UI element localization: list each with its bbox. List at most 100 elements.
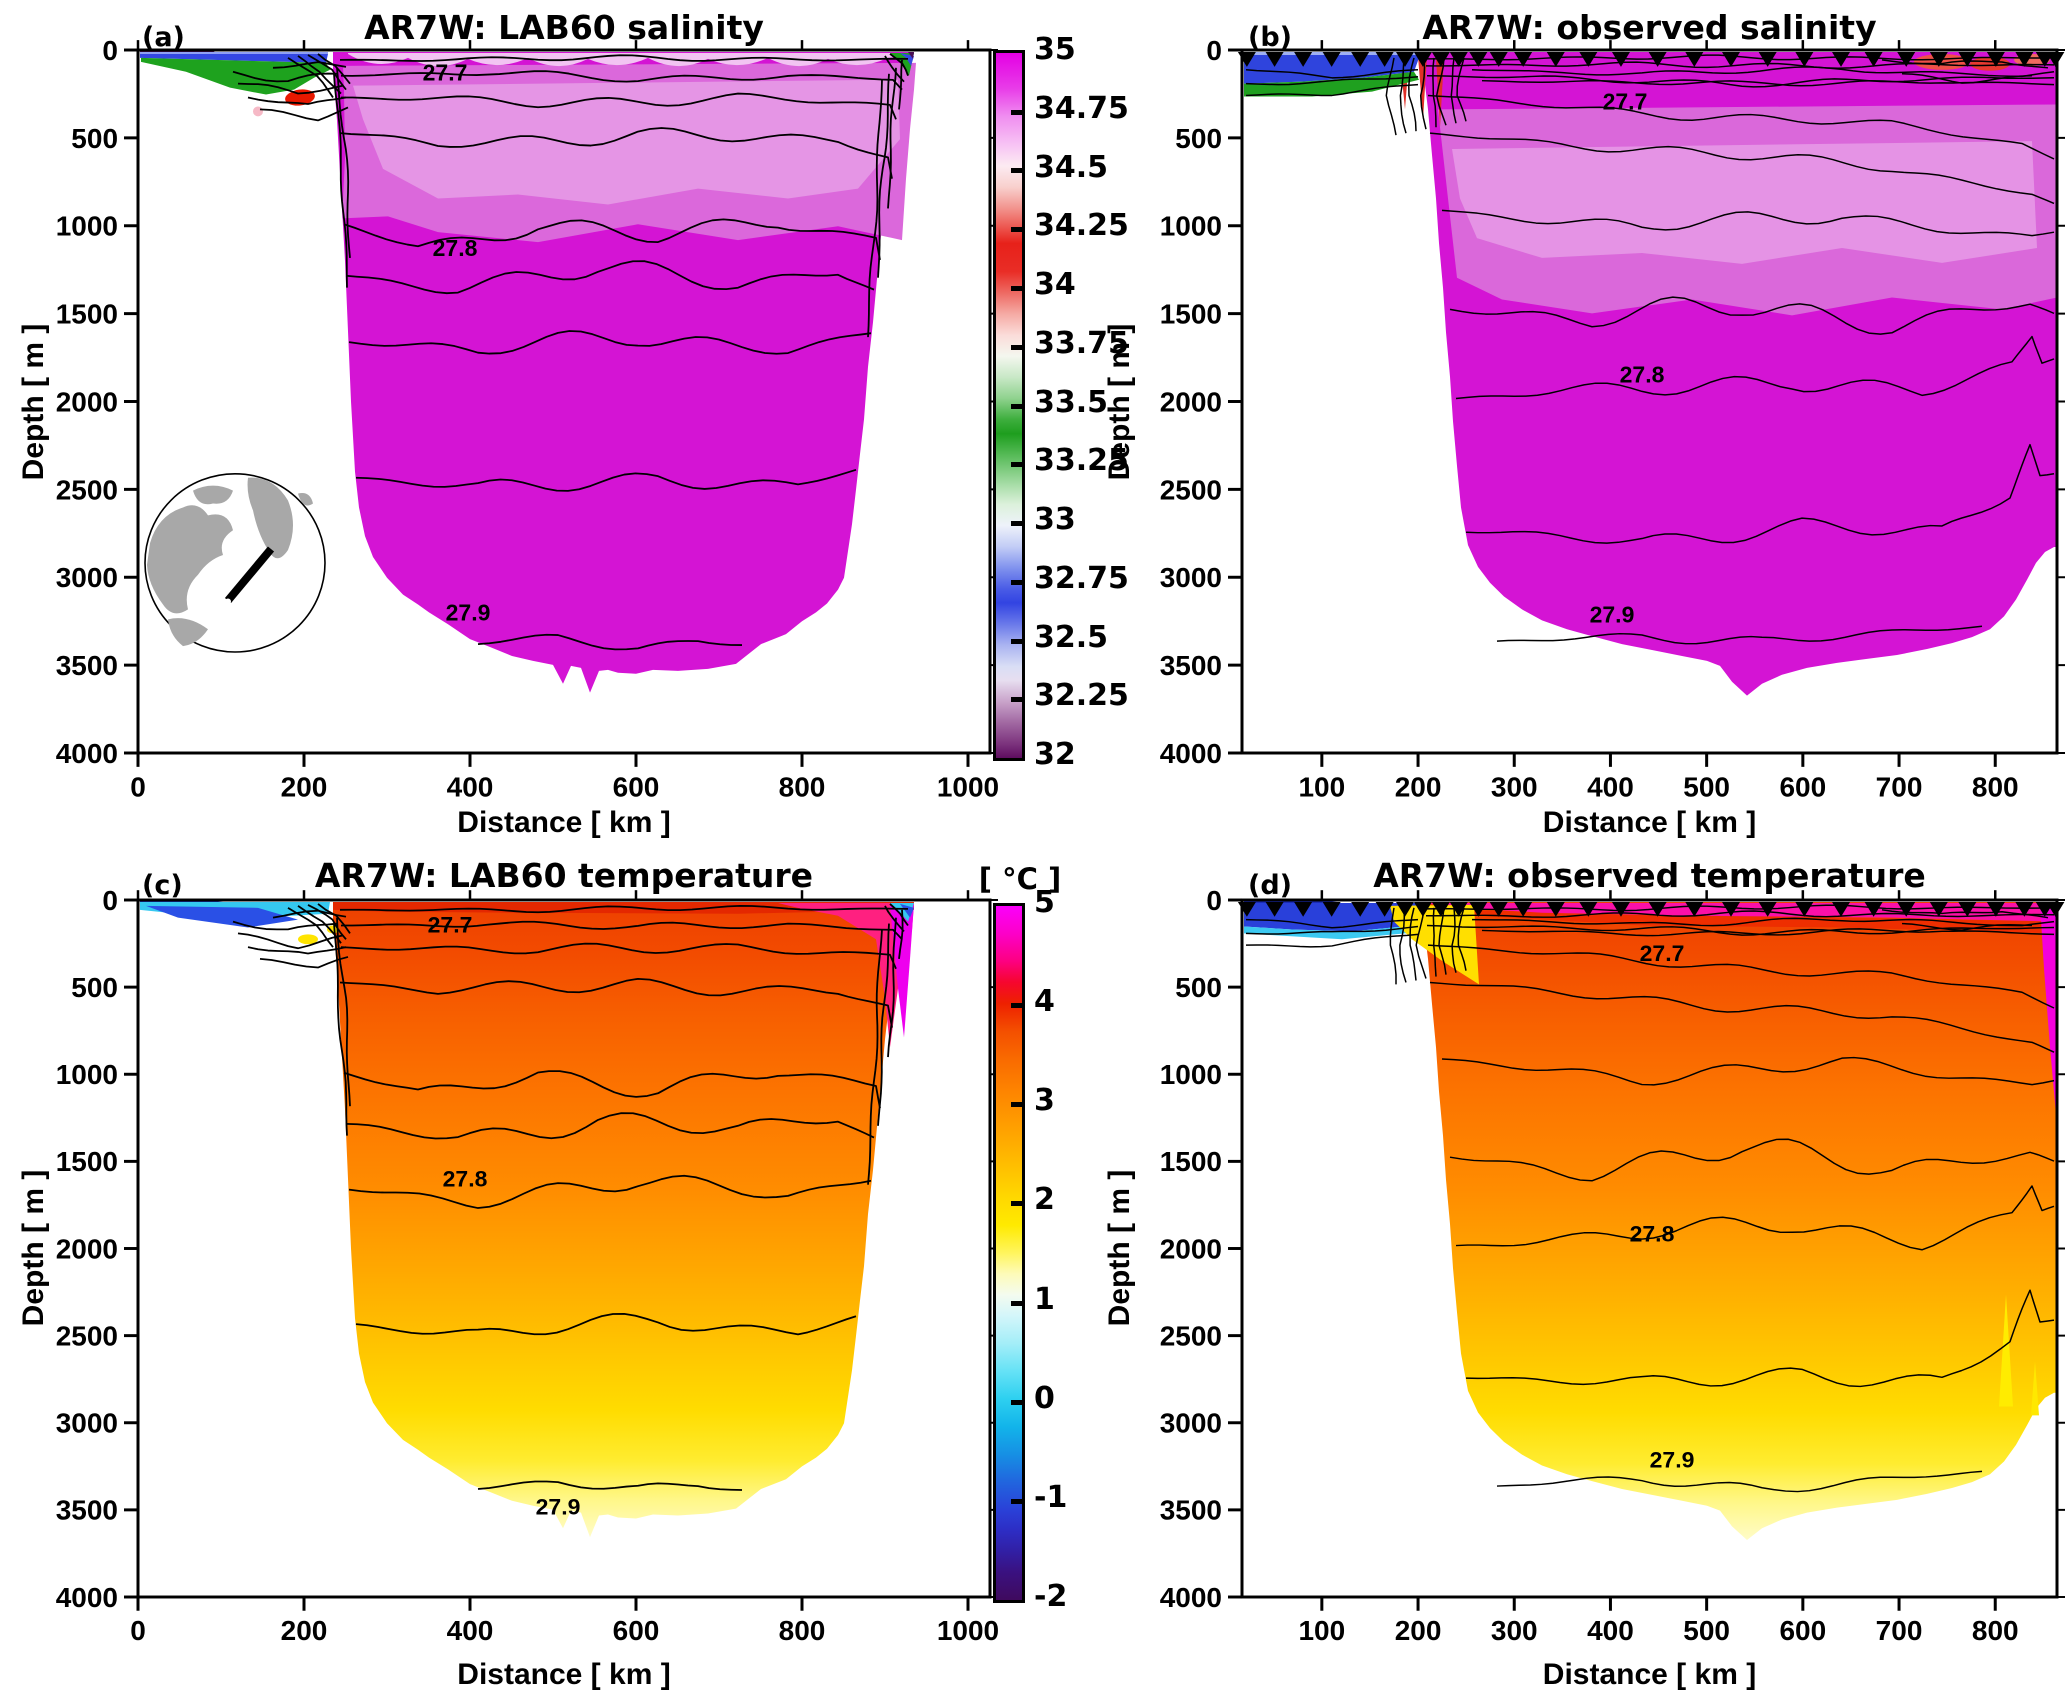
station-marker-triangle (1469, 901, 1488, 917)
y-tick-label: 2500 (1160, 1321, 1222, 1352)
y-tick-label: 0 (102, 885, 118, 916)
greenland-purple-tip (908, 51, 914, 59)
colorbar-tick-mark (1011, 109, 1022, 115)
colorbar-tick-mark (1011, 285, 1022, 291)
density-contour-line (336, 67, 351, 259)
density-contour-line (1429, 132, 2055, 205)
x-tick-label: 700 (1876, 1615, 1923, 1646)
colorbar-tick-label: 34.25 (1034, 208, 1129, 244)
density-contour-line (884, 905, 905, 932)
station-marker-triangle (1351, 901, 1370, 917)
station-marker-triangle (1514, 901, 1533, 917)
y-tick-label: 4000 (56, 1582, 118, 1613)
colorbar-tick-mark (1011, 1399, 1022, 1405)
colorbar-tick-label: 32.25 (1034, 678, 1129, 714)
density-contour-line (1427, 944, 2055, 1009)
density-contour-line (1245, 933, 1419, 948)
density-contour-line (259, 956, 349, 969)
density-contour-line (297, 55, 342, 95)
panel-b-letter: (b) (1248, 22, 1293, 53)
panel-d-ylabel: Depth [ m ] (1103, 1169, 1136, 1327)
panel-c-contour-labels: 27.7 27.8 27.9 (428, 912, 581, 1520)
colorbar-tick-label: 1 (1034, 1281, 1055, 1317)
density-contour-line (343, 1070, 881, 1109)
station-marker-triangle (1832, 51, 1851, 67)
density-contour-line (340, 70, 903, 91)
density-contour-line (1449, 1138, 2055, 1182)
density-contour-line (1441, 209, 2055, 237)
density-contour-line (1427, 94, 2055, 160)
density-contour-line (355, 1312, 857, 1336)
station-marker-triangle (1469, 51, 1488, 67)
station-marker-triangle (1864, 51, 1883, 67)
y-tick-label: 2500 (1160, 474, 1222, 505)
y-tick-label: 1500 (56, 1146, 118, 1177)
colorbar-tick-label: 3 (1034, 1083, 1055, 1119)
x-tick-label: 1000 (937, 772, 999, 803)
colorbar-tick-mark (1011, 1498, 1022, 1504)
station-marker-triangle (1722, 51, 1740, 67)
density-contour-line (232, 920, 339, 931)
colorbar-tick-mark (1011, 1003, 1022, 1009)
density-contour-line (247, 946, 347, 955)
station-marker-triangle (1514, 51, 1533, 67)
contour-label-27-9: 27.9 (446, 599, 491, 625)
density-contour-line (1471, 66, 2055, 78)
y-tick-label: 3500 (1160, 650, 1222, 681)
station-marker-triangle (1864, 901, 1883, 917)
surface-scallop-band (348, 52, 906, 67)
station-marker-triangle (1795, 51, 1814, 67)
panel-c-section-plot: 0 200 400 600 800 1000 0 500 1000 1500 2000 2500 300… (56, 885, 999, 1646)
shelf-pink-dot (253, 106, 263, 117)
station-marker-triangle (1685, 901, 1704, 917)
colorbar-tick-label: 33.75 (1034, 325, 1129, 361)
colorbar-tick-label: 4 (1034, 984, 1055, 1020)
greenland-blue-wedge (900, 903, 914, 918)
density-contour-line (339, 905, 909, 914)
panel-d-density-contours (1245, 904, 2055, 1493)
station-marker-triangle (1265, 901, 1284, 917)
panel-c-density-contours (232, 903, 909, 1491)
section-endpoint-dot (225, 598, 231, 605)
density-contour-line (348, 1174, 872, 1209)
panel-a-letter: (a) (142, 22, 185, 53)
density-contour-line (1432, 907, 1437, 977)
colorbar-tick-label: 34 (1034, 267, 1076, 302)
density-contour-line (287, 57, 334, 99)
x-tick-label: 100 (1298, 1615, 1345, 1646)
station-marker-triangle (1758, 51, 1777, 67)
colorbar-tick-label: 32 (1034, 737, 1076, 772)
panel-a-inset-map (144, 472, 326, 653)
density-contour-line (317, 53, 351, 85)
density-contour-line (1455, 1185, 2055, 1251)
density-contour-line (1471, 917, 2055, 927)
panel-d-title: AR7W: observed temperature (1373, 856, 1926, 895)
station-marker-triangle (1449, 901, 1468, 917)
panel-b-title: AR7W: observed salinity (1422, 8, 1877, 47)
station-marker-triangle (1375, 901, 1394, 917)
density-contour-line (1415, 907, 1427, 979)
station-marker-triangle (1375, 51, 1394, 67)
y-tick-label: 500 (71, 123, 118, 154)
density-contour-line (345, 1112, 875, 1140)
colorbar-tick-mark (1011, 697, 1022, 703)
density-contour-line (877, 73, 890, 278)
y-tick-label: 2000 (56, 387, 118, 418)
y-tick-label: 1500 (1160, 1146, 1222, 1177)
density-contour-line (339, 127, 893, 179)
density-contour-line (307, 904, 347, 940)
x-tick-label: 600 (613, 772, 660, 803)
station-marker-triangle (1611, 901, 1630, 917)
station-marker-triangle (1958, 901, 1977, 917)
station-marker-triangle (1489, 51, 1508, 67)
subsurface-red-band (1442, 909, 2057, 934)
station-marker-triangle (1685, 51, 1704, 67)
station-marker-triangle (1546, 901, 1565, 917)
station-marker-triangle (1579, 901, 1598, 917)
shelf-green-band (1244, 71, 1419, 97)
contour-label-27-8: 27.8 (1620, 362, 1665, 388)
density-contour-line (889, 903, 909, 927)
contour-label-27-8: 27.8 (433, 235, 478, 261)
x-tick-label: 200 (1395, 1615, 1442, 1646)
density-contour-line (1245, 925, 1419, 935)
